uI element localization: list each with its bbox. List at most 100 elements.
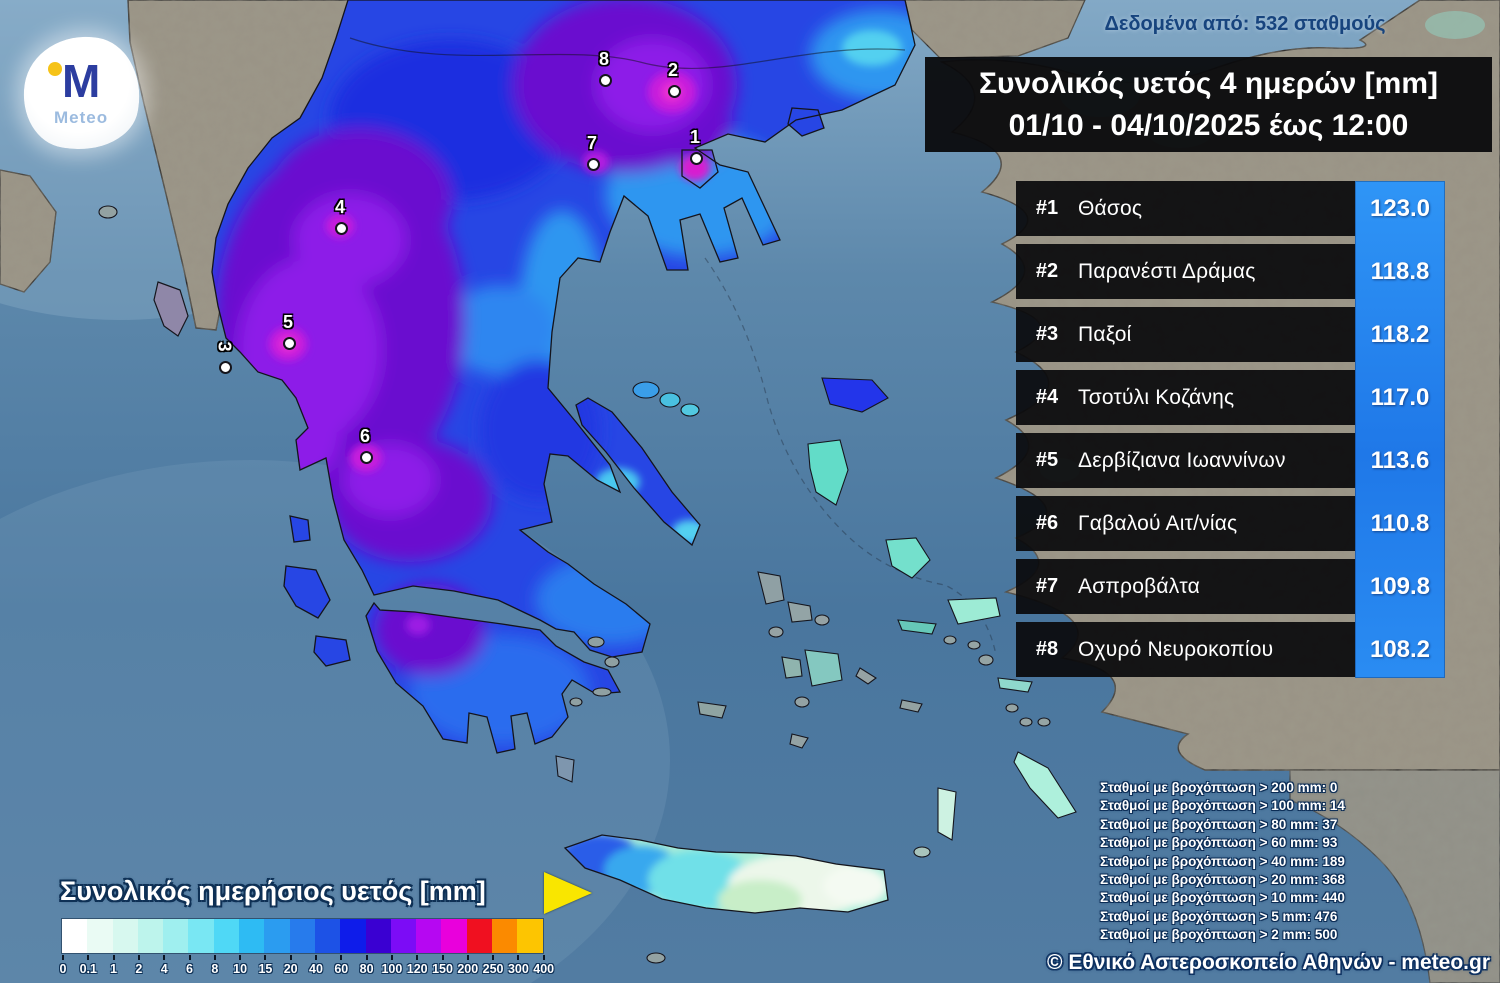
station-value: 108.2 xyxy=(1369,635,1431,663)
copyright-link[interactable]: © Εθνικό Αστεροσκοπείο Αθηνών - meteo.gr xyxy=(1047,951,1490,974)
station-name: Οχυρό Νευροκοπίου xyxy=(1078,637,1274,661)
marker-dot-icon xyxy=(283,337,296,350)
colorbar-tick-mark xyxy=(239,955,242,960)
marker-dot-icon xyxy=(668,85,681,98)
colorbar-segment xyxy=(62,919,88,953)
station-value: 109.8 xyxy=(1369,572,1431,600)
threshold-stat-line: Σταθμοί με βροχόπτωση > 60 mm: 93 xyxy=(1100,835,1338,851)
colorbar-segment xyxy=(314,919,341,953)
station-name-cell: #7 Ασπροβάλτα xyxy=(1016,559,1355,614)
threshold-stat-line: Σταθμοί με βροχόπτωση > 80 mm: 37 xyxy=(1100,816,1338,832)
colorbar-tick-label: 2 xyxy=(135,962,143,976)
colorbar-segment xyxy=(163,919,189,953)
table-row: #8 Οχυρό Νευροκοπίου 108.2 xyxy=(1016,622,1445,677)
islands xyxy=(98,205,1077,964)
table-row: #6 Γαβαλού Αιτ/νίας 110.8 xyxy=(1016,496,1445,551)
colorbar-tick-mark xyxy=(466,955,469,960)
station-value: 118.2 xyxy=(1370,320,1430,348)
marker-number: 7 xyxy=(586,133,597,153)
station-value: 113.6 xyxy=(1370,446,1430,474)
colorbar-tick-mark xyxy=(188,955,191,960)
table-row: #3 Παξοί 118.2 xyxy=(1016,307,1445,362)
colorbar-segment xyxy=(390,919,417,953)
colorbar-tick-label: 0.1 xyxy=(79,962,97,976)
colorbar-tick-label: 250 xyxy=(482,962,504,976)
colorbar-tick-mark xyxy=(87,955,90,960)
colorbar-segment xyxy=(492,919,518,953)
logo-brand-text: Meteo xyxy=(54,108,109,127)
marker-dot-icon xyxy=(335,222,348,235)
marker-dot-icon xyxy=(219,361,232,374)
land-italy-heel xyxy=(0,169,57,293)
table-row: #2 Παρανέστι Δράμας 118.8 xyxy=(1016,244,1445,299)
value-column-background xyxy=(1355,181,1445,678)
colorbar-segment xyxy=(517,919,543,953)
station-rank: #6 xyxy=(1035,512,1059,534)
colorbar-segment xyxy=(112,919,138,953)
colorbar-tick-mark xyxy=(213,955,216,960)
colorbar-segment xyxy=(264,919,290,953)
colorbar-tick-label: 20 xyxy=(283,962,298,976)
colorbar-segment xyxy=(289,919,315,953)
colorbar-tick-mark xyxy=(264,955,267,960)
marker-number: 8 xyxy=(598,49,609,69)
colorbar-tick-label: 300 xyxy=(507,962,529,976)
colorbar-tick-mark xyxy=(340,955,343,960)
colorbar-segment xyxy=(87,919,113,953)
colorbar-tick-mark xyxy=(492,955,495,960)
station-rank: #3 xyxy=(1035,323,1059,345)
station-value: 117.0 xyxy=(1370,383,1430,411)
station-rank: #7 xyxy=(1035,575,1059,597)
threshold-stat-line: Σταθμοί με βροχόπτωση > 20 mm: 368 xyxy=(1100,872,1345,888)
colorbar-tick-mark xyxy=(315,955,317,960)
marker-dot-icon xyxy=(690,152,703,165)
colorbar-title: Συνολικός ημερήσιος υετός [mm] xyxy=(60,876,486,906)
station-name-cell: #8 Οχυρό Νευροκοπίου xyxy=(1016,622,1355,677)
station-name-cell: #6 Γαβαλού Αιτ/νίας xyxy=(1016,496,1355,551)
table-row: #4 Τσοτύλι Κοζάνης 117.0 xyxy=(1016,370,1445,425)
colorbar-tick-label: 0 xyxy=(59,962,67,976)
station-value: 110.8 xyxy=(1370,509,1430,537)
colorbar-tick-label: 15 xyxy=(258,962,273,976)
meteo-logo[interactable]: M Meteo xyxy=(15,27,149,159)
marker-dot-icon xyxy=(360,451,373,464)
colorbar-tick-mark xyxy=(542,955,545,960)
station-name-cell: #1 Θάσος xyxy=(1016,181,1355,236)
marker-number: 6 xyxy=(359,426,370,446)
colorbar-tick-mark xyxy=(112,955,115,960)
island-corfu xyxy=(153,281,189,337)
station-rank: #1 xyxy=(1035,197,1059,219)
marker-number: 5 xyxy=(282,312,293,332)
colorbar-tick-mark xyxy=(441,955,444,960)
station-value: 118.8 xyxy=(1370,257,1430,285)
map-title-line2: 01/10 - 04/10/2025 έως 12:00 xyxy=(1008,108,1409,142)
station-name: Τσοτύλι Κοζάνης xyxy=(1078,385,1235,409)
colorbar-tick-mark xyxy=(62,955,64,960)
marker-dot-icon xyxy=(599,74,612,87)
colorbar-tick-label: 150 xyxy=(432,962,453,976)
station-value: 123.0 xyxy=(1369,194,1431,222)
colorbar-tick-mark xyxy=(137,955,140,960)
station-rank: #8 xyxy=(1035,638,1059,660)
threshold-stat-line: Σταθμοί με βροχόπτωση > 10 mm: 440 xyxy=(1100,890,1345,906)
table-row: #7 Ασπροβάλτα 109.8 xyxy=(1016,559,1445,614)
colorbar-segment xyxy=(416,919,442,953)
colorbar-arrow xyxy=(543,872,592,914)
colorbar-segment xyxy=(466,919,493,953)
colorbar xyxy=(62,919,543,953)
marker-number: 3 xyxy=(214,341,235,352)
top-stations-table: #1 Θάσος 123.0 #2 Παρανέστι Δράμας 118.8 #3 Παξ… xyxy=(1016,181,1445,678)
colorbar-tick-label: 400 xyxy=(533,962,555,976)
threshold-stat-line: Σταθμοί με βροχόπτωση > 5 mm: 476 xyxy=(1100,908,1338,924)
station-rank: #4 xyxy=(1035,386,1059,408)
station-name-cell: #2 Παρανέστι Δράμας xyxy=(1016,244,1355,299)
colorbar-tick-mark xyxy=(517,955,520,960)
marker-number: 4 xyxy=(334,197,345,217)
map-title-box: Συνολικός υετός 4 ημερών [mm] 01/10 - 04… xyxy=(925,57,1492,152)
colorbar-tick-mark xyxy=(390,955,393,960)
colorbar-tick-label: 200 xyxy=(457,962,479,976)
marker-number: 2 xyxy=(667,60,678,80)
colorbar-segment xyxy=(365,919,391,953)
station-name: Γαβαλού Αιτ/νίας xyxy=(1078,511,1238,535)
station-name: Παρανέστι Δράμας xyxy=(1078,259,1256,283)
